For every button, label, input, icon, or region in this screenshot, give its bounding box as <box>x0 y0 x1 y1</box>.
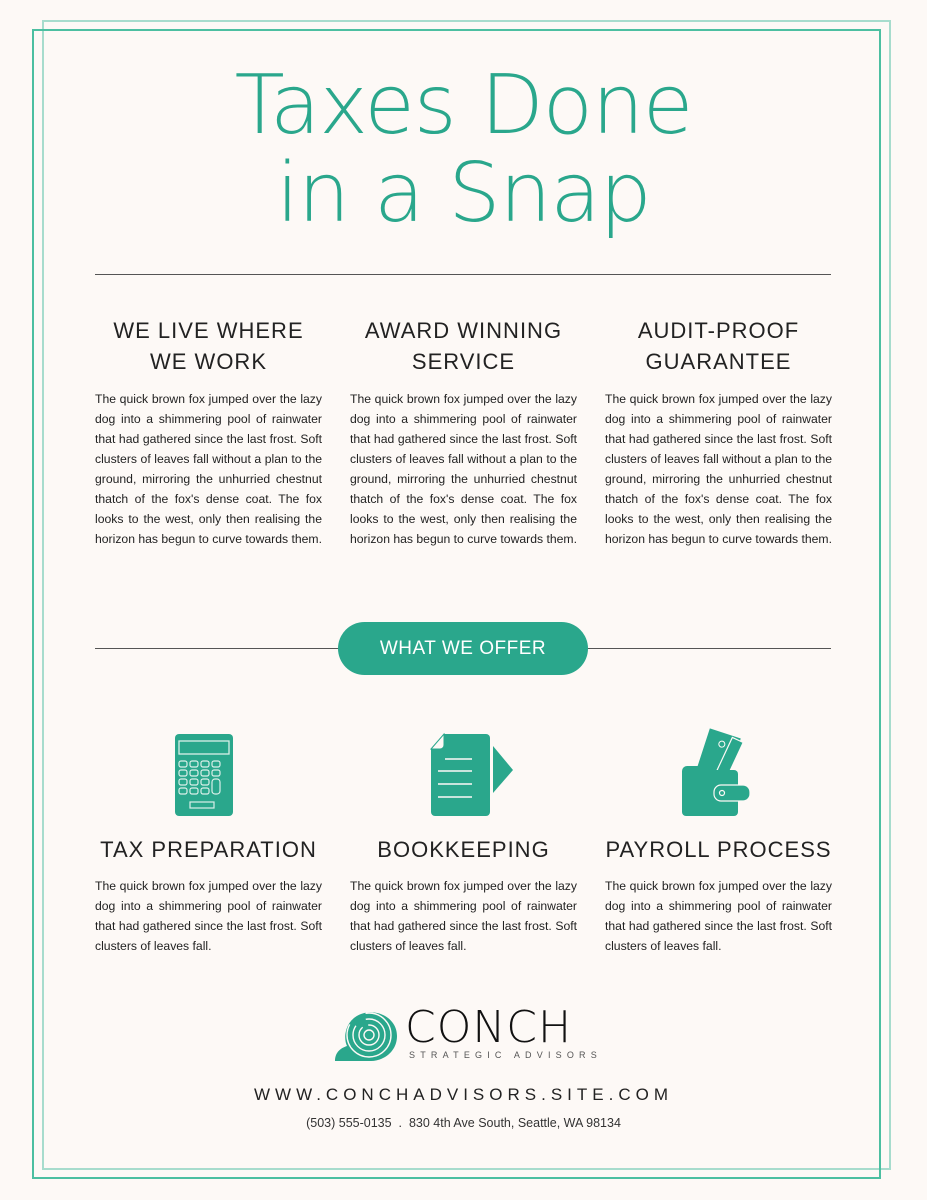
title-line-2: in a Snap <box>276 146 651 241</box>
border-frame-inner <box>32 29 881 1179</box>
service-column: PAYROLL PROCESS The quick brown fox jump… <box>605 834 832 956</box>
feature-heading: WE LIVE WHERE WE WORK <box>113 318 304 374</box>
feature-body: The quick brown fox jumped over the lazy… <box>350 392 577 546</box>
feature-body: The quick brown fox jumped over the lazy… <box>605 392 832 546</box>
feature-column: AWARD WINNING SERVICE The quick brown fox… <box>350 315 577 549</box>
title-line-1: Taxes Done <box>234 58 694 153</box>
service-body: The quick brown fox jumped over the lazy… <box>350 879 577 953</box>
wallet-icon <box>682 728 751 816</box>
service-body: The quick brown fox jumped over the lazy… <box>605 879 832 953</box>
feature-heading: AWARD WINNING SERVICE <box>364 318 563 374</box>
service-column: BOOKKEEPING The quick brown fox jumped o… <box>350 834 577 956</box>
feature-heading: AUDIT-PROOF GUARANTEE <box>637 318 800 374</box>
calculator-icon <box>175 734 233 816</box>
website-link[interactable]: WWW.CONCHADVISORS.SITE.COM <box>254 1085 673 1104</box>
divider <box>95 274 831 275</box>
document-icon <box>430 733 513 816</box>
service-heading: PAYROLL PROCESS <box>605 837 832 862</box>
conch-logo-icon <box>335 1012 397 1061</box>
service-body: The quick brown fox jumped over the lazy… <box>95 879 322 953</box>
feature-body: The quick brown fox jumped over the lazy… <box>95 392 322 546</box>
service-heading: TAX PREPARATION <box>100 837 317 862</box>
service-column: TAX PREPARATION The quick brown fox jump… <box>95 834 322 956</box>
what-we-offer-badge: WHAT WE OFFER <box>338 622 588 675</box>
feature-column: WE LIVE WHERE WE WORK The quick brown fox… <box>95 315 322 549</box>
logo-name: CONCH <box>405 1002 573 1053</box>
feature-column: AUDIT-PROOF GUARANTEE The quick brown fox… <box>605 315 832 549</box>
border-frame-outer <box>42 20 891 1170</box>
logo-tagline: STRATEGIC ADVISORS <box>409 1050 602 1060</box>
contact-info: (503) 555-0135 . 830 4th Ave South, Seat… <box>306 1116 621 1130</box>
service-heading: BOOKKEEPING <box>377 837 550 862</box>
